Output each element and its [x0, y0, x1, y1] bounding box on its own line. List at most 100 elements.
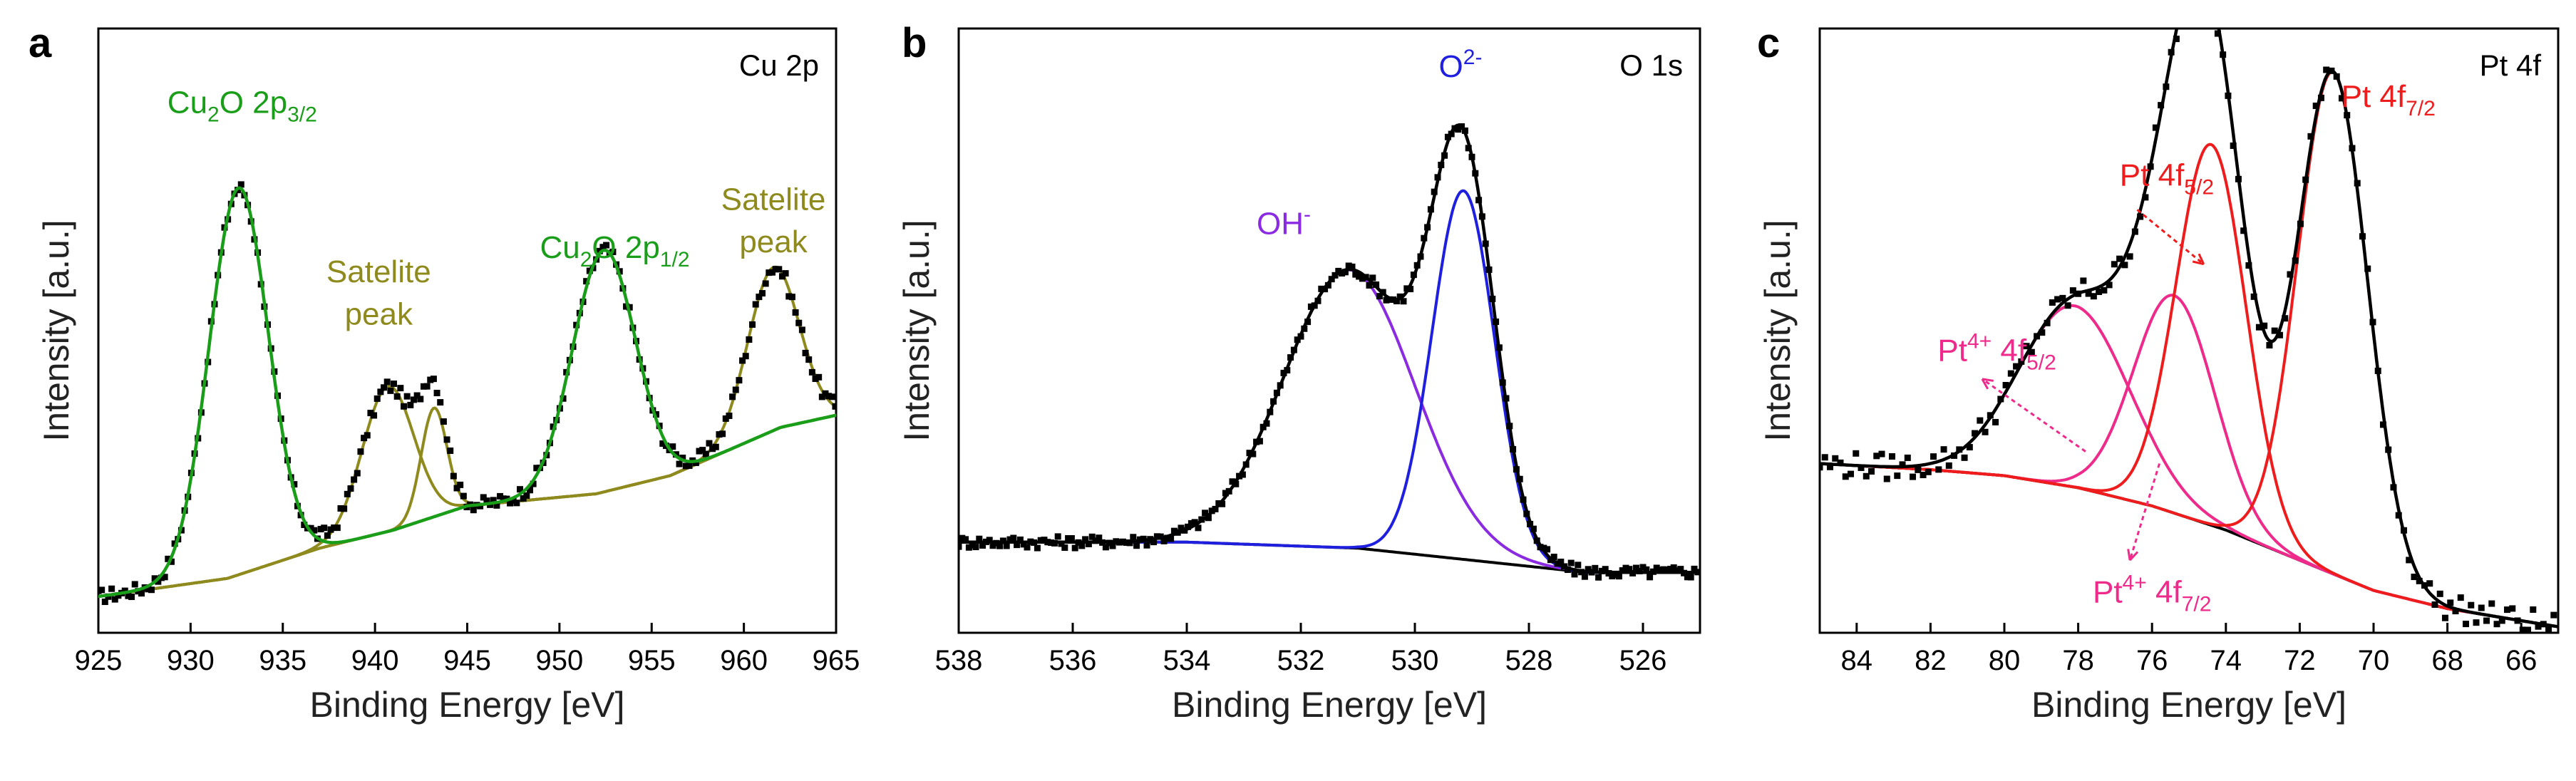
data-point: [1003, 542, 1010, 549]
data-point: [1670, 564, 1677, 571]
data-point: [2049, 299, 2056, 306]
data-point: [812, 376, 819, 383]
peak-annotation: O2-: [1439, 46, 1483, 84]
data-point: [2452, 608, 2459, 615]
data-point: [1930, 453, 1937, 460]
component-peak: [959, 189, 1700, 574]
data-point: [1160, 537, 1168, 544]
plot-frame: [957, 27, 1701, 634]
data-point: [453, 485, 460, 492]
data-point: [2509, 605, 2516, 612]
data-point: [732, 386, 739, 393]
data-point: [1407, 286, 1414, 293]
data-point: [722, 415, 729, 422]
data-point: [341, 505, 348, 512]
data-point: [716, 431, 723, 438]
data-point: [679, 455, 686, 462]
data-point: [2002, 382, 2009, 389]
data-point: [1102, 544, 1109, 551]
data-point: [161, 574, 168, 581]
data-point: [1677, 566, 1684, 573]
y-axis-label: Intensity [a.u.]: [897, 219, 937, 441]
data-point: [989, 542, 996, 549]
data-point: [334, 524, 341, 532]
data-point: [1020, 541, 1027, 548]
data-point: [1065, 534, 1072, 542]
data-point: [2101, 286, 2108, 294]
data-point: [450, 472, 457, 480]
data-point: [523, 492, 530, 499]
data-point: [131, 581, 138, 588]
data-point: [1170, 527, 1178, 534]
data-point: [2282, 315, 2289, 322]
data-point: [423, 383, 431, 390]
data-point: [490, 497, 497, 504]
data-point: [1910, 473, 1917, 480]
data-point: [1894, 472, 1901, 480]
data-point: [317, 526, 324, 533]
data-point: [1130, 534, 1137, 541]
data-point: [1168, 535, 1175, 542]
data-point: [1848, 470, 1855, 477]
data-point: [1205, 514, 1212, 522]
data-point: [623, 303, 630, 310]
data-point: [371, 412, 378, 419]
data-point: [965, 544, 972, 551]
data-point: [381, 384, 388, 391]
data-point: [2493, 621, 2500, 628]
data-point: [125, 592, 132, 599]
data-point: [158, 574, 165, 581]
data-point: [1400, 298, 1407, 305]
data-point: [1832, 455, 1839, 462]
raw-data: [98, 181, 836, 606]
component-peak: [959, 268, 1700, 574]
data-point: [413, 392, 421, 399]
data-point: [1653, 564, 1660, 571]
data-point: [599, 244, 607, 251]
x-tick-label: 68: [2431, 645, 2463, 676]
data-point: [1982, 428, 1989, 435]
data-point: [1150, 539, 1158, 546]
data-point: [2498, 617, 2505, 624]
data-point: [364, 432, 371, 439]
data-point: [1369, 274, 1376, 281]
data-point: [1544, 546, 1551, 553]
data-point: [165, 555, 172, 562]
data-point: [1643, 566, 1650, 573]
data-point: [2468, 601, 2475, 609]
component-peak: [1820, 143, 2558, 629]
data-point: [168, 558, 175, 565]
data-point: [1961, 454, 1968, 461]
data-point: [1904, 454, 1911, 461]
x-tick-label: 74: [2210, 645, 2242, 676]
data-point: [1615, 573, 1622, 580]
data-point: [331, 524, 338, 532]
x-tick-label: 530: [1391, 645, 1439, 676]
data-point: [2457, 594, 2464, 601]
annotation-arrow: [1982, 378, 2086, 452]
data-point: [2323, 66, 2330, 73]
data-point: [706, 440, 713, 447]
data-point: [2447, 599, 2454, 606]
x-tick-label: 534: [1163, 645, 1211, 676]
x-tick-label: 945: [443, 645, 491, 676]
x-tick-label: 538: [935, 645, 983, 676]
data-point: [1153, 533, 1160, 540]
data-point: [407, 401, 414, 408]
data-point: [1010, 534, 1017, 542]
data-point: [2483, 617, 2490, 624]
data-point: [361, 435, 368, 442]
data-point: [2023, 343, 2030, 350]
data-point: [121, 587, 128, 594]
data-point: [1246, 450, 1253, 457]
data-point: [1883, 475, 1890, 482]
data-point: [1068, 535, 1075, 542]
data-point: [1014, 542, 1021, 549]
annotation-arrow: [2128, 463, 2160, 561]
data-point: [1550, 554, 1557, 561]
data-point: [1239, 471, 1246, 478]
data-point: [2116, 255, 2123, 262]
data-point: [709, 445, 716, 452]
data-point: [2013, 363, 2020, 370]
data-point: [972, 544, 979, 551]
